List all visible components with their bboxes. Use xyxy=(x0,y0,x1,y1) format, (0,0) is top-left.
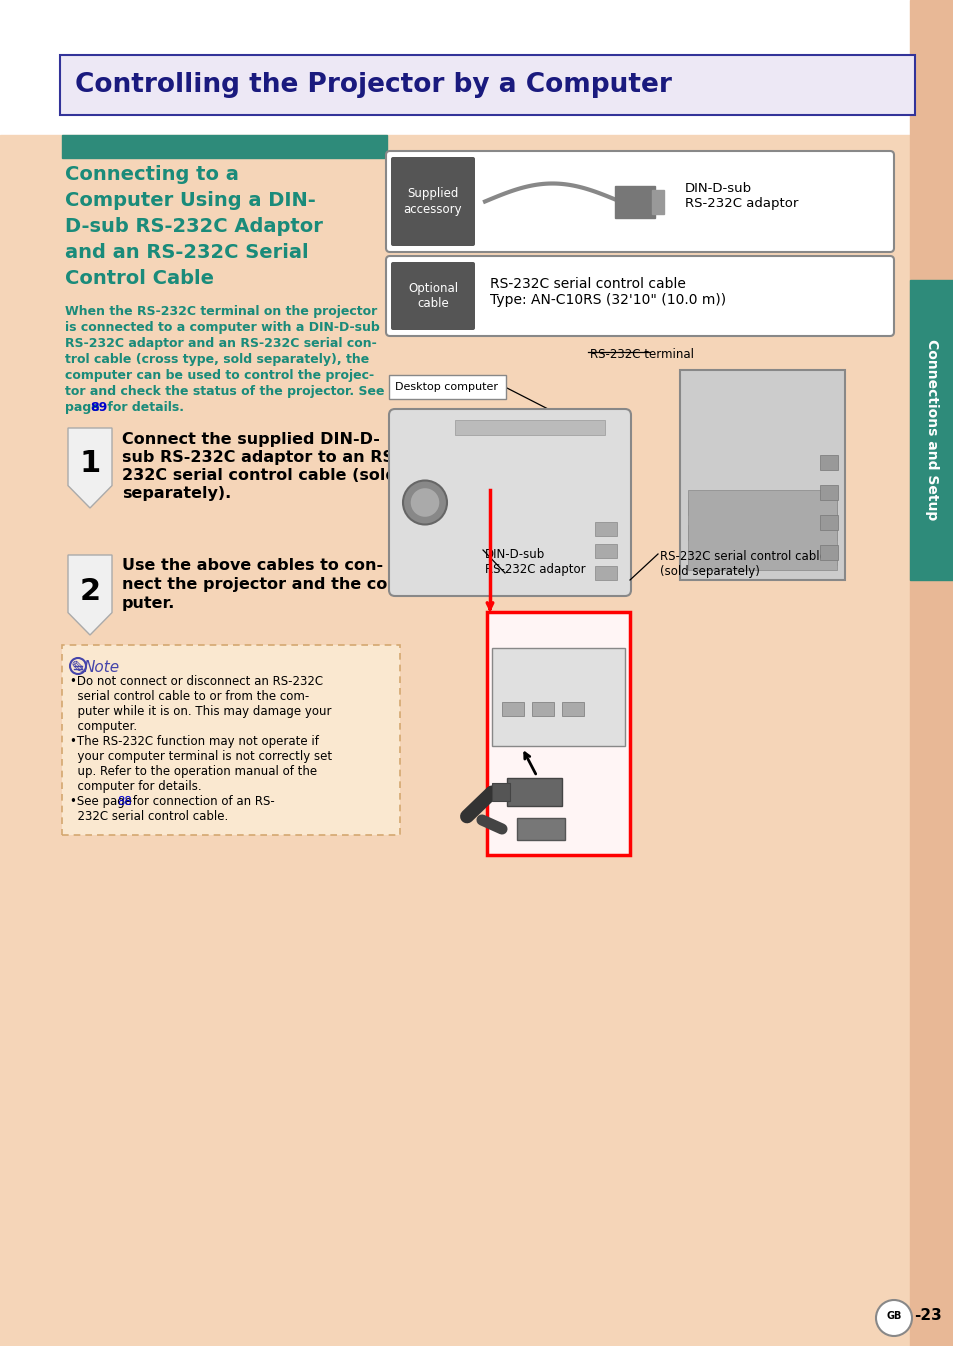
Text: for connection of an RS-: for connection of an RS- xyxy=(129,795,274,808)
Text: •Do not connect or disconnect an RS-232C: •Do not connect or disconnect an RS-232C xyxy=(70,674,323,688)
Text: DIN-D-sub
RS-232C adaptor: DIN-D-sub RS-232C adaptor xyxy=(684,183,798,210)
FancyBboxPatch shape xyxy=(386,151,893,252)
Text: RS-232C terminal: RS-232C terminal xyxy=(589,349,693,361)
Text: Supplied
accessory: Supplied accessory xyxy=(403,187,462,215)
Text: RS-232C serial control cable
Type: AN-C10RS (32'10" (10.0 m)): RS-232C serial control cable Type: AN-C1… xyxy=(490,277,725,307)
Bar xyxy=(517,818,564,840)
Text: computer.: computer. xyxy=(70,720,137,734)
Bar xyxy=(687,499,836,516)
Text: your computer terminal is not correctly set: your computer terminal is not correctly … xyxy=(70,750,332,763)
Bar xyxy=(486,612,629,855)
Text: 232C serial control cable.: 232C serial control cable. xyxy=(70,810,228,822)
FancyBboxPatch shape xyxy=(391,157,475,246)
Circle shape xyxy=(402,481,447,525)
Text: puter.: puter. xyxy=(122,596,175,611)
Text: computer can be used to control the projec-: computer can be used to control the proj… xyxy=(65,369,374,382)
Bar xyxy=(492,649,624,746)
Text: GB: GB xyxy=(885,1311,901,1320)
Bar xyxy=(455,420,604,435)
FancyBboxPatch shape xyxy=(389,376,505,398)
Text: •See page: •See page xyxy=(70,795,135,808)
Text: -23: -23 xyxy=(913,1308,941,1323)
Text: Connect the supplied DIN-D-: Connect the supplied DIN-D- xyxy=(122,432,379,447)
Text: separately).: separately). xyxy=(122,486,231,501)
FancyBboxPatch shape xyxy=(386,256,893,336)
FancyBboxPatch shape xyxy=(389,409,630,596)
Bar xyxy=(595,544,617,559)
Text: tor and check the status of the projector. See: tor and check the status of the projecto… xyxy=(65,385,384,398)
Text: Note: Note xyxy=(84,660,120,674)
Bar xyxy=(679,370,844,580)
Text: computer for details.: computer for details. xyxy=(70,779,201,793)
Bar xyxy=(62,135,387,157)
Bar xyxy=(595,567,617,580)
Bar xyxy=(506,778,561,806)
Bar xyxy=(532,703,554,716)
Bar xyxy=(561,703,583,716)
Bar xyxy=(687,551,836,565)
Text: up. Refer to the operation manual of the: up. Refer to the operation manual of the xyxy=(70,765,316,778)
Text: and an RS-232C Serial: and an RS-232C Serial xyxy=(65,244,309,262)
Bar xyxy=(820,516,837,530)
Bar xyxy=(820,485,837,499)
Text: Control Cable: Control Cable xyxy=(65,269,213,288)
Text: ✎: ✎ xyxy=(70,660,85,678)
Text: 232C serial control cable (sold: 232C serial control cable (sold xyxy=(122,468,396,483)
Text: nect the projector and the com-: nect the projector and the com- xyxy=(122,577,410,592)
Text: for details.: for details. xyxy=(103,401,184,415)
Polygon shape xyxy=(68,555,112,635)
Text: Optional
cable: Optional cable xyxy=(408,283,457,310)
Text: is connected to a computer with a DIN-D-sub: is connected to a computer with a DIN-D-… xyxy=(65,320,379,334)
Bar xyxy=(820,455,837,470)
Circle shape xyxy=(875,1300,911,1337)
Text: When the RS-232C terminal on the projector: When the RS-232C terminal on the project… xyxy=(65,306,376,318)
FancyBboxPatch shape xyxy=(391,262,475,330)
Text: sub RS-232C adaptor to an RS-: sub RS-232C adaptor to an RS- xyxy=(122,450,400,464)
Bar xyxy=(909,0,953,1346)
FancyBboxPatch shape xyxy=(62,645,399,835)
Bar xyxy=(595,522,617,536)
Bar xyxy=(615,186,655,218)
Text: Desktop computer: Desktop computer xyxy=(395,382,498,392)
Bar xyxy=(820,545,837,560)
Text: Connections and Setup: Connections and Setup xyxy=(924,339,938,521)
Text: Use the above cables to con-: Use the above cables to con- xyxy=(122,559,383,573)
Bar xyxy=(501,703,523,716)
Text: trol cable (cross type, sold separately), the: trol cable (cross type, sold separately)… xyxy=(65,353,369,366)
Text: D-sub RS-232C Adaptor: D-sub RS-232C Adaptor xyxy=(65,217,322,236)
Text: serial control cable to or from the com-: serial control cable to or from the com- xyxy=(70,690,309,703)
Bar xyxy=(651,190,663,214)
Bar xyxy=(909,280,953,580)
Text: Computer Using a DIN-: Computer Using a DIN- xyxy=(65,191,315,210)
Circle shape xyxy=(410,487,439,517)
Text: 2: 2 xyxy=(79,576,100,606)
Text: puter while it is on. This may damage your: puter while it is on. This may damage yo… xyxy=(70,705,331,717)
Bar xyxy=(687,525,836,540)
Bar xyxy=(0,135,909,1346)
Polygon shape xyxy=(68,428,112,507)
Text: 1: 1 xyxy=(79,450,100,478)
Bar xyxy=(492,783,510,801)
Text: Connecting to a: Connecting to a xyxy=(65,166,238,184)
Text: 88: 88 xyxy=(117,795,132,808)
Text: Controlling the Projector by a Computer: Controlling the Projector by a Computer xyxy=(75,71,671,98)
Text: RS-232C adaptor and an RS-232C serial con-: RS-232C adaptor and an RS-232C serial co… xyxy=(65,336,376,350)
Text: DIN-D-sub
RS-232C adaptor: DIN-D-sub RS-232C adaptor xyxy=(484,548,585,576)
Text: page: page xyxy=(65,401,104,415)
Text: •The RS-232C function may not operate if: •The RS-232C function may not operate if xyxy=(70,735,318,748)
FancyBboxPatch shape xyxy=(60,55,914,114)
Text: RS-232C serial control cable
(sold separately): RS-232C serial control cable (sold separ… xyxy=(659,551,826,577)
Text: 89: 89 xyxy=(91,401,108,415)
Bar xyxy=(0,0,909,135)
Bar xyxy=(687,490,836,569)
